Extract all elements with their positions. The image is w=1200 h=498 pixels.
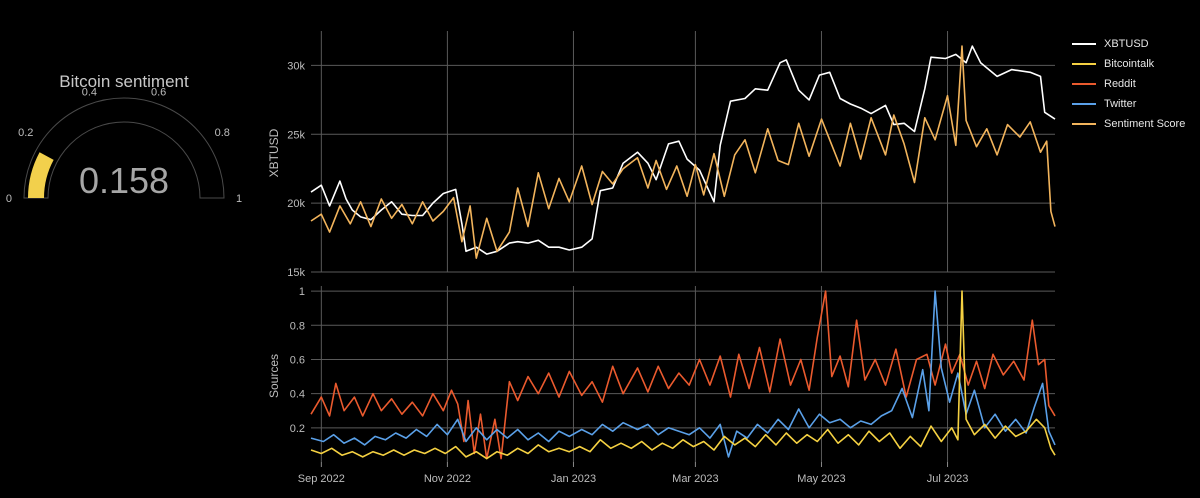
legend-item-bitcointalk[interactable]: Bitcointalk xyxy=(1072,54,1185,74)
bottom-y-axis-label: Sources xyxy=(267,354,281,398)
gauge-value-bar xyxy=(28,152,54,198)
x-tick-label: Mar 2023 xyxy=(672,473,718,485)
gauge-tick-labels: 0 0.2 0.4 0.6 0.8 1 xyxy=(6,86,242,205)
legend-label: Reddit xyxy=(1104,78,1136,90)
series-line-reddit xyxy=(310,290,1056,460)
gauge-tick-label: 0.6 xyxy=(151,86,166,98)
gauge-tick-label: 1 xyxy=(236,193,242,205)
gauge-border xyxy=(23,97,225,199)
series-line-sentiment-score xyxy=(310,290,1056,460)
x-tick-label: May 2023 xyxy=(797,473,845,485)
top-gridlines xyxy=(311,31,1055,273)
y-tick-label: 20k xyxy=(287,198,305,210)
legend-swatch xyxy=(1072,43,1096,45)
y-tick-label: 0.4 xyxy=(290,389,305,401)
top-series-lines xyxy=(310,45,1056,259)
y-tick-label: 15k xyxy=(287,267,305,279)
gauge-value: 0.158 xyxy=(79,160,169,201)
bottom-series-lines xyxy=(310,290,1056,460)
gauge-tick-label: 0.8 xyxy=(215,127,230,139)
legend-label: Bitcointalk xyxy=(1104,58,1155,70)
series-line-bitcointalk xyxy=(310,45,1056,259)
legend-item-reddit[interactable]: Reddit xyxy=(1072,74,1185,94)
series-line-twitter xyxy=(310,290,1056,458)
y-tick-label: 0.8 xyxy=(290,320,305,332)
y-tick-label: 0.2 xyxy=(290,423,305,435)
gauge-tick-label: 0.2 xyxy=(18,127,33,139)
x-tick-label: Jan 2023 xyxy=(551,473,596,485)
legend-swatch xyxy=(1072,123,1096,125)
gauge-title: Bitcoin sentiment xyxy=(59,72,189,91)
y-tick-label: 30k xyxy=(287,60,305,72)
x-tick-label: Nov 2022 xyxy=(424,473,471,485)
x-tick-label: Sep 2022 xyxy=(298,473,345,485)
legend-swatch xyxy=(1072,63,1096,65)
y-tick-label: 0.6 xyxy=(290,354,305,366)
series-line-xbtusd xyxy=(310,45,1056,255)
axis-tick-labels: 15k 20k 25k 30k 0.2 0.4 0.6 0.8 1 Sep 2022 Nov 202… xyxy=(287,60,968,485)
sentiment-gauge: Bitcoin sentiment 0.158 0 0.2 0.4 0.6 0.8 1 xyxy=(6,72,242,205)
y-tick-label: 25k xyxy=(287,129,305,141)
gauge-tick-label: 0.4 xyxy=(82,86,97,98)
legend-item-sentiment-score[interactable]: Sentiment Score xyxy=(1072,114,1185,134)
gauge-tick-label: 0 xyxy=(6,193,12,205)
legend: XBTUSD Bitcointalk Reddit Twitter Sentim… xyxy=(1072,34,1185,134)
x-tick-label: Jul 2023 xyxy=(927,473,969,485)
legend-item-twitter[interactable]: Twitter xyxy=(1072,94,1185,114)
top-y-axis-label: XBTUSD xyxy=(267,128,281,177)
legend-swatch xyxy=(1072,103,1096,105)
legend-label: Sentiment Score xyxy=(1104,118,1186,130)
legend-item-xbtusd[interactable]: XBTUSD xyxy=(1072,34,1185,54)
legend-swatch xyxy=(1072,83,1096,85)
legend-label: XBTUSD xyxy=(1104,38,1149,50)
legend-label: Twitter xyxy=(1104,98,1137,110)
y-tick-label: 1 xyxy=(299,286,305,298)
